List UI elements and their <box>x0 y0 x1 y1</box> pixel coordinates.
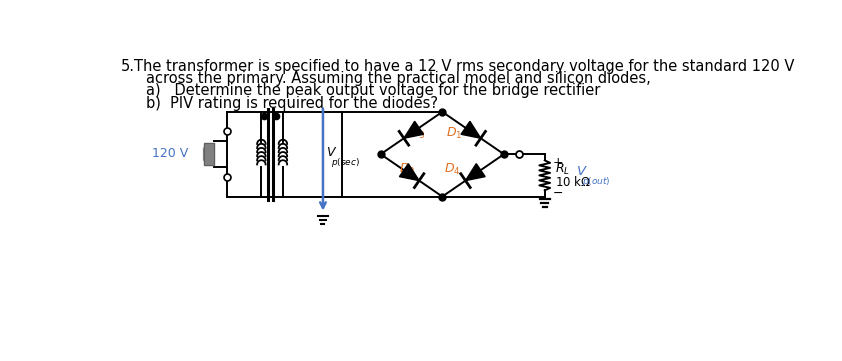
Text: $D_2$: $D_2$ <box>399 162 415 177</box>
Text: a)   Determine the peak output voltage for the bridge rectifier: a) Determine the peak output voltage for… <box>146 83 600 98</box>
Polygon shape <box>399 164 419 180</box>
Polygon shape <box>466 164 485 180</box>
Text: $D_1$: $D_1$ <box>446 126 462 141</box>
Polygon shape <box>404 121 424 138</box>
Polygon shape <box>204 148 210 160</box>
Text: b)  PIV rating is required for the diodes?: b) PIV rating is required for the diodes… <box>146 96 438 111</box>
Text: $\mathit{V}$: $\mathit{V}$ <box>326 146 338 159</box>
Text: across the primary. Assuming the practical model and silicon diodes,: across the primary. Assuming the practic… <box>146 71 651 86</box>
Text: 120 V: 120 V <box>152 147 189 160</box>
Text: $\mathit{V}$: $\mathit{V}$ <box>576 165 588 178</box>
Text: 10 k$\Omega$: 10 k$\Omega$ <box>555 174 591 188</box>
Text: 5.: 5. <box>121 59 136 74</box>
Polygon shape <box>204 143 215 165</box>
Text: $R_L$: $R_L$ <box>555 162 570 177</box>
Text: +: + <box>552 156 563 169</box>
Text: $D_4$: $D_4$ <box>444 162 461 177</box>
Text: $-$: $-$ <box>552 186 563 199</box>
Polygon shape <box>461 121 481 138</box>
Text: $D_3$: $D_3$ <box>409 126 425 141</box>
Text: $\mathit{p(sec)}$: $\mathit{p(sec)}$ <box>332 156 360 169</box>
Text: The transformer is specified to have a 12 V rms secondary voltage for the standa: The transformer is specified to have a 1… <box>134 59 794 74</box>
Text: $\mathit{p(out)}$: $\mathit{p(out)}$ <box>582 175 610 188</box>
